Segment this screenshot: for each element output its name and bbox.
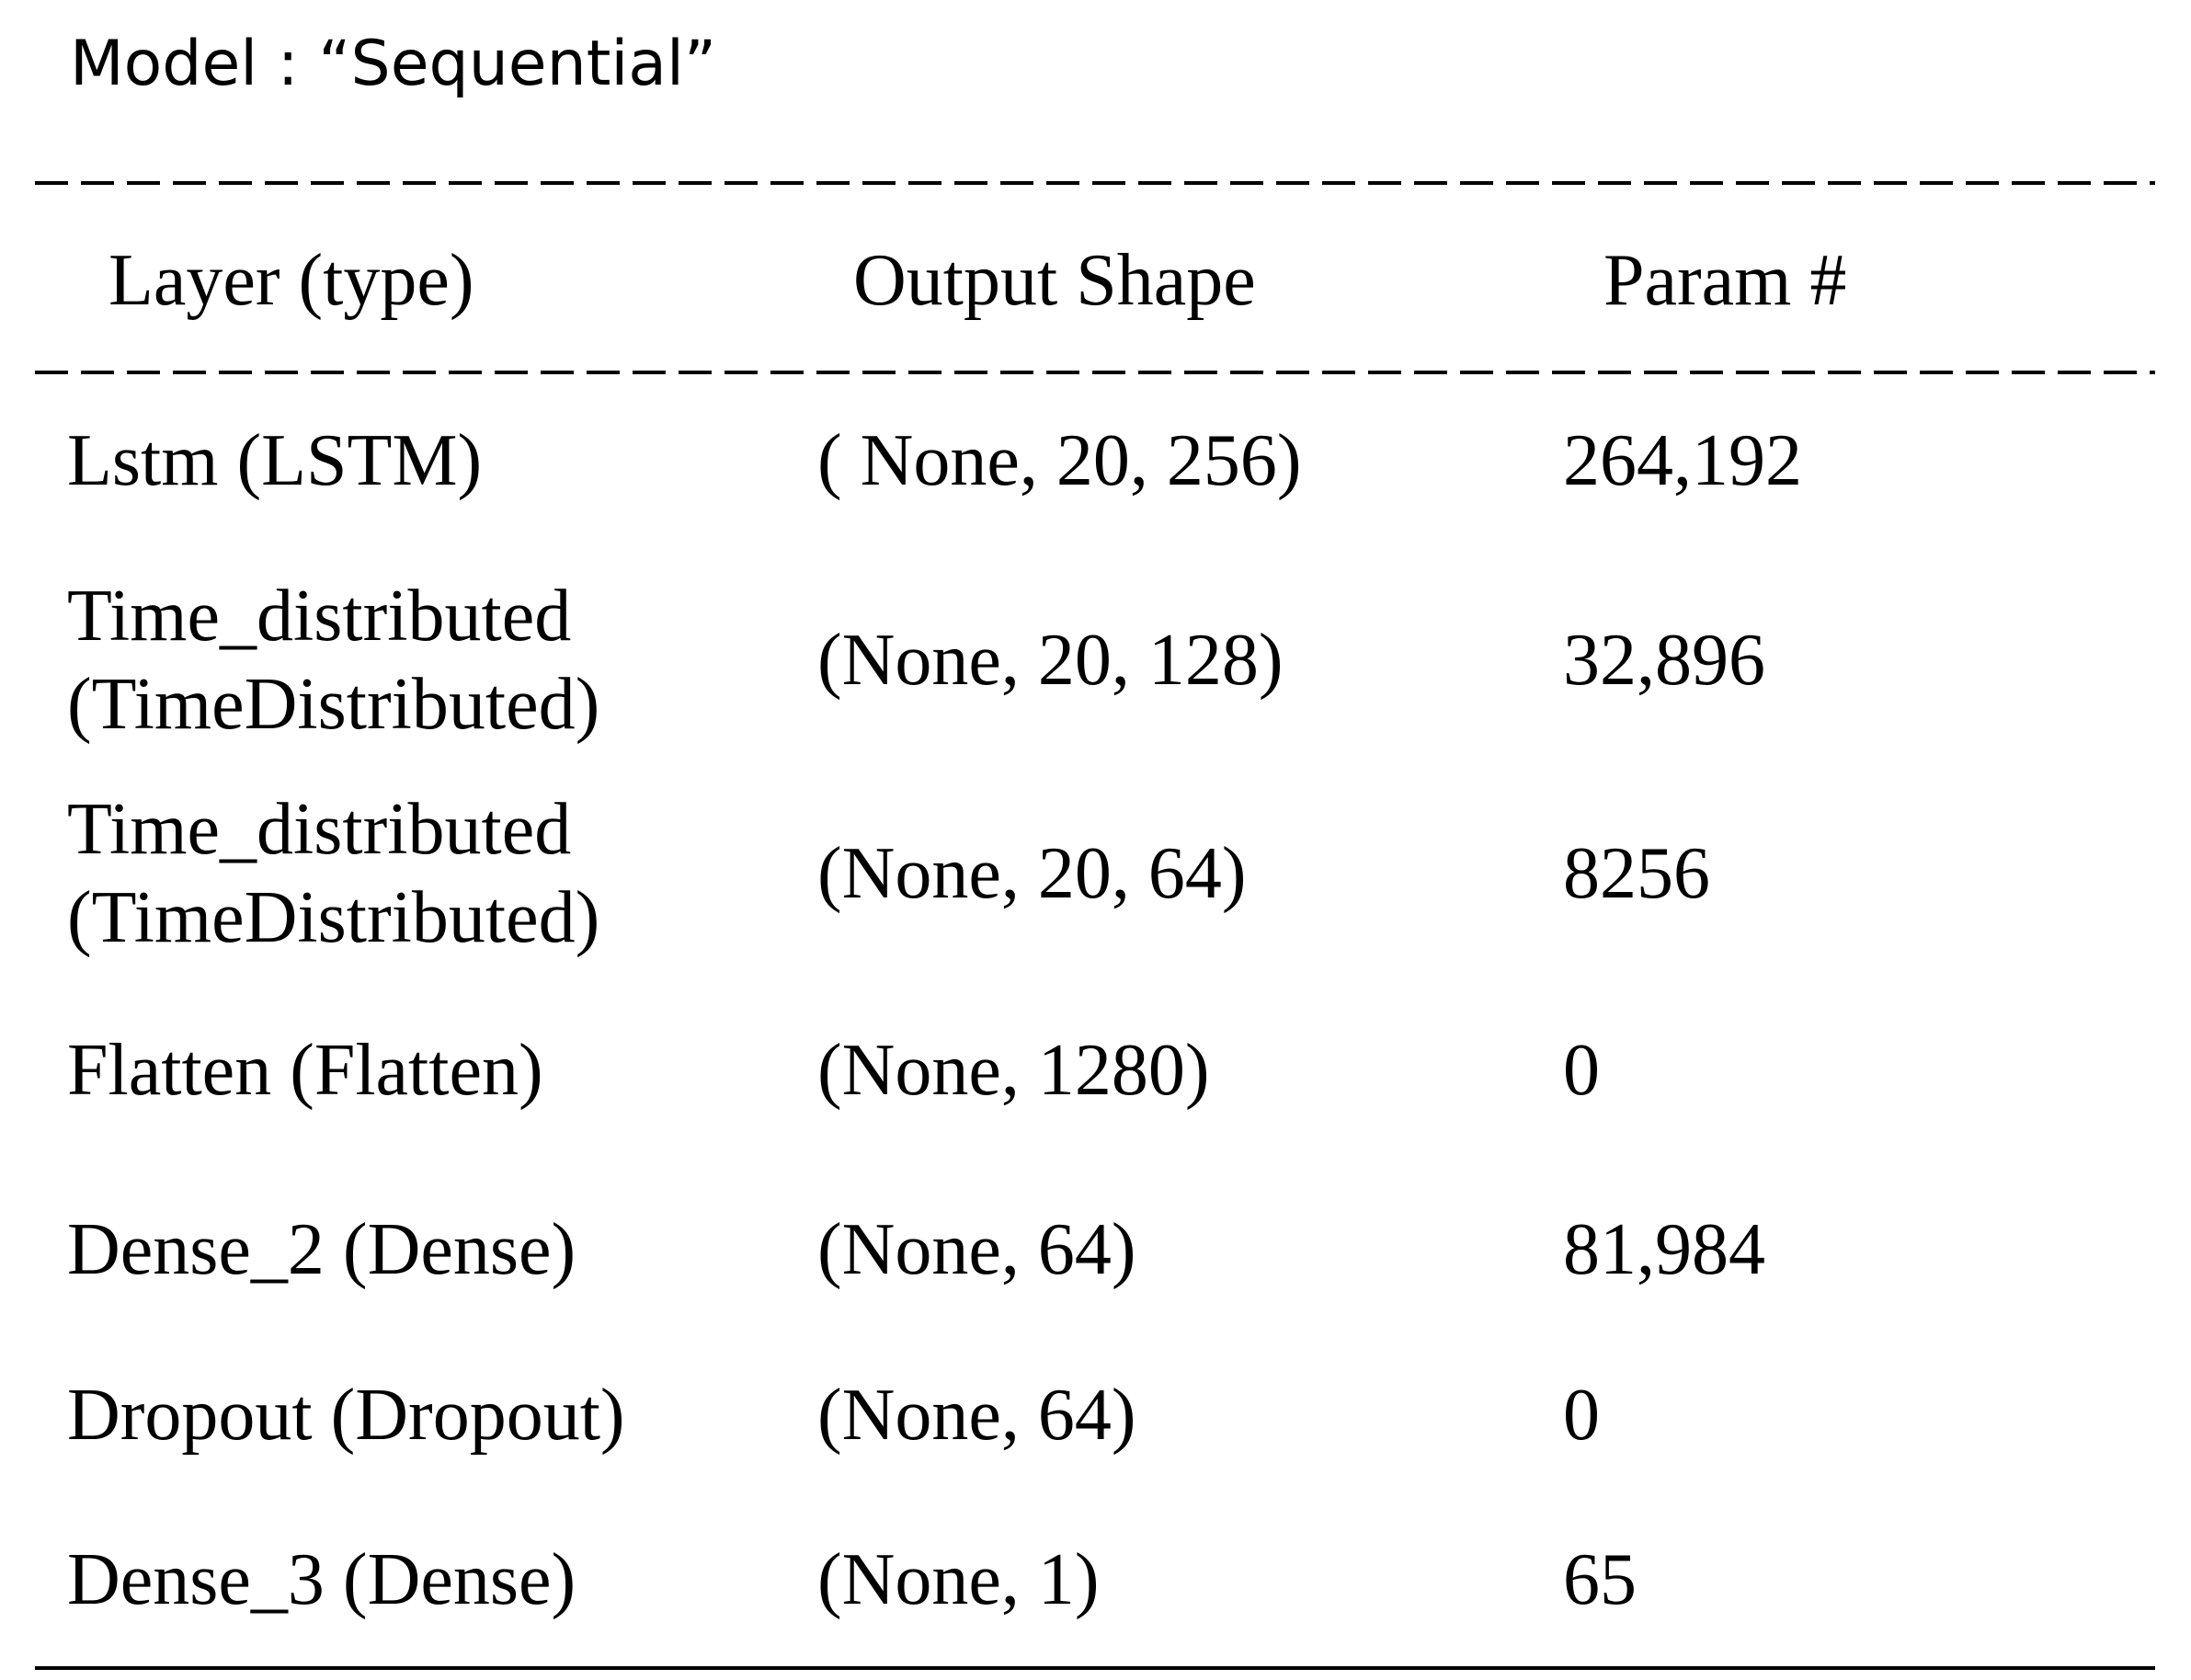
column-header: Output Shape bbox=[853, 240, 1256, 321]
layer-cell: Lstm (LSTM) bbox=[67, 417, 482, 505]
layer-name: Time_distributed bbox=[67, 789, 572, 870]
param-count: 264,192 bbox=[1563, 420, 1802, 501]
layer-name: Dense_2 (Dense) bbox=[67, 1209, 576, 1290]
model-title: Model : “Sequential” bbox=[70, 28, 717, 100]
layer-name: Dense_3 (Dense) bbox=[67, 1539, 576, 1620]
param-count: 65 bbox=[1563, 1539, 1637, 1620]
layer-name: Dropout (Dropout) bbox=[67, 1375, 625, 1456]
layer-cell: Time_distributed (TimeDistributed) bbox=[67, 785, 599, 962]
param-count: 32,896 bbox=[1563, 620, 1765, 701]
output-shape: (None, 1280) bbox=[817, 1030, 1210, 1111]
output-shape: (None, 1) bbox=[817, 1539, 1100, 1620]
param-count: 8256 bbox=[1563, 833, 1710, 914]
layer-cell: Time_distributed (TimeDistributed) bbox=[67, 572, 599, 749]
layer-name: (TimeDistributed) bbox=[67, 664, 600, 745]
layer-name: Flatten (Flatten) bbox=[67, 1030, 543, 1111]
layer-cell: Dense_3 (Dense) bbox=[67, 1536, 576, 1624]
layer-cell: Flatten (Flatten) bbox=[67, 1026, 543, 1114]
output-shape: (None, 20, 128) bbox=[817, 620, 1284, 701]
layer-cell: Dense_2 (Dense) bbox=[67, 1206, 576, 1294]
output-shape: (None, 20, 64) bbox=[817, 833, 1247, 914]
param-count: 0 bbox=[1563, 1030, 1600, 1111]
param-count: 0 bbox=[1563, 1375, 1600, 1456]
output-shape: ( None, 20, 256) bbox=[817, 420, 1302, 501]
column-header: Param # bbox=[1603, 240, 1847, 321]
param-count: 81,984 bbox=[1563, 1209, 1765, 1290]
layer-cell: Dropout (Dropout) bbox=[67, 1371, 625, 1459]
output-shape: (None, 64) bbox=[817, 1209, 1136, 1290]
layer-name: Time_distributed bbox=[67, 576, 572, 657]
output-shape: (None, 64) bbox=[817, 1375, 1136, 1456]
layer-name: Lstm (LSTM) bbox=[67, 420, 483, 501]
layer-name: (TimeDistributed) bbox=[67, 877, 600, 958]
column-header: Layer (type) bbox=[108, 240, 474, 321]
